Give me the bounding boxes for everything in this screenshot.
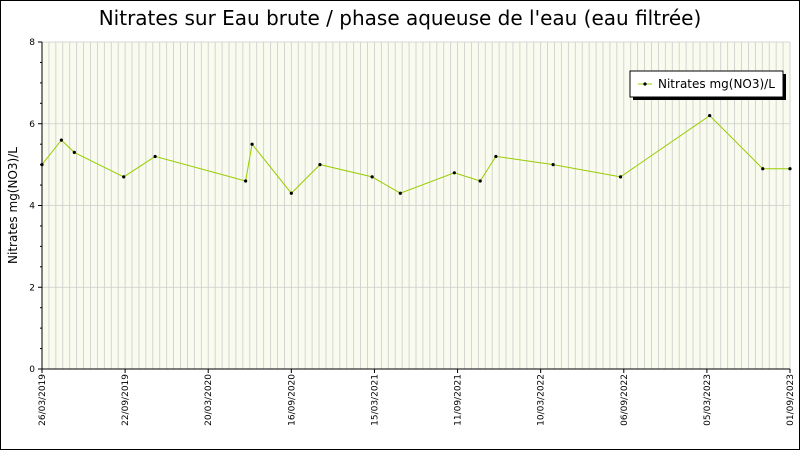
chart-title: Nitrates sur Eau brute / phase aqueuse d… (98, 6, 702, 30)
y-tick-label: 6 (29, 120, 35, 130)
data-point (551, 163, 555, 167)
data-point (250, 142, 254, 146)
data-point (478, 179, 482, 183)
data-point (761, 167, 765, 171)
data-point (618, 175, 623, 179)
data-point (59, 138, 63, 142)
axes (38, 41, 791, 373)
data-point (494, 154, 498, 159)
series-group (40, 113, 792, 195)
data-point (153, 154, 157, 159)
x-tick-label: 15/03/2021 (370, 374, 380, 426)
legend-marker-swatch (643, 82, 647, 86)
tick-labels: 0 2 4 6 8 26/03/2019 22/09/2019 20/03/2020 16/09… (29, 38, 796, 426)
data-point (318, 163, 322, 167)
y-axis-title: Nitrates mg(NO3)/L (6, 147, 20, 264)
legend: Nitrates mg(NO3)/L (629, 70, 786, 100)
data-point (122, 175, 126, 179)
x-tick-label: 20/03/2020 (204, 374, 214, 426)
x-tick-label: 01/09/2023 (786, 374, 796, 426)
data-point (398, 191, 402, 195)
data-point (244, 179, 248, 183)
y-tick-label: 2 (29, 283, 35, 293)
data-point (370, 175, 374, 179)
data-point (72, 150, 76, 154)
legend-box (629, 70, 784, 98)
x-tick-label: 06/09/2022 (620, 374, 630, 426)
x-tick-label: 05/03/2023 (703, 374, 713, 426)
x-tick-label: 22/09/2019 (121, 374, 131, 426)
data-point (452, 171, 456, 175)
data-point (788, 167, 792, 171)
x-tick-label: 10/03/2022 (537, 374, 547, 426)
data-point (289, 191, 293, 195)
x-tick-label: 26/03/2019 (38, 374, 48, 426)
y-tick-label: 8 (29, 38, 35, 48)
data-point (708, 113, 712, 118)
y-tick-label: 4 (29, 202, 35, 212)
legend-label: Nitrates mg(NO3)/L (658, 77, 775, 91)
y-tick-label: 0 (29, 365, 35, 375)
x-tick-label: 16/09/2020 (287, 374, 297, 426)
data-point (40, 163, 44, 167)
x-tick-label: 11/09/2021 (454, 374, 464, 426)
